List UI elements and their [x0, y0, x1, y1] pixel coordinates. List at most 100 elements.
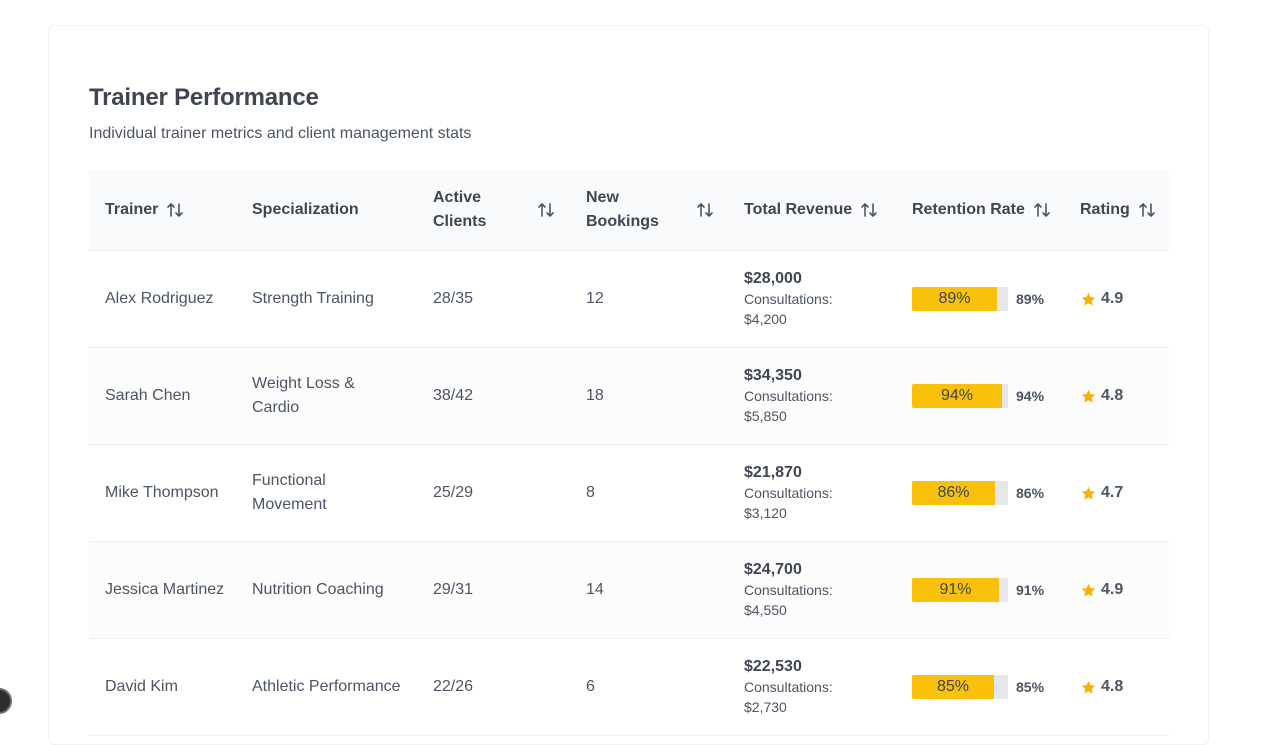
retention-percent: 89%: [1016, 291, 1045, 307]
active-clients: 22/26: [433, 678, 474, 695]
retention-rate: 94% 94%: [912, 348, 1072, 444]
trainer-performance-card: Trainer Performance Individual trainer m…: [48, 25, 1209, 745]
trainer-name: Mike Thompson: [105, 484, 219, 501]
consultations-amount: Consultations: $4,550: [744, 582, 833, 618]
rating: 4.8: [1080, 348, 1168, 444]
retention-progress-fill: [912, 675, 994, 699]
total-revenue: $34,350 Consultations: $5,850: [744, 348, 894, 444]
retention-percent: 86%: [1016, 485, 1045, 501]
column-header-rating[interactable]: Rating: [1080, 170, 1168, 250]
rating: 4.9: [1080, 251, 1168, 347]
retention-progress-bar: 94%: [912, 384, 1008, 408]
retention-progress-bar: 91%: [912, 578, 1008, 602]
table-row[interactable]: Alex Rodriguez Strength Training 28/35 1…: [89, 251, 1169, 348]
retention-bar-label: 85%: [936, 678, 970, 695]
rating: 4.7: [1080, 445, 1168, 541]
star-icon: [1080, 485, 1097, 502]
consultations-amount: Consultations: $3,120: [744, 485, 833, 521]
active-clients: 29/31: [433, 581, 474, 598]
retention-rate: 91% 91%: [912, 542, 1072, 638]
new-bookings: 8: [586, 484, 595, 501]
active-clients: 28/35: [433, 290, 474, 307]
new-bookings: 18: [586, 387, 604, 404]
retention-bar-label: 86%: [937, 484, 970, 501]
star-icon: [1080, 679, 1097, 696]
retention-rate: 89% 89%: [912, 251, 1072, 347]
avatar[interactable]: [0, 688, 12, 714]
retention-percent: 91%: [1016, 582, 1045, 598]
active-clients: 38/42: [433, 387, 474, 404]
retention-bar-label: 91%: [939, 581, 972, 598]
table-row[interactable]: David Kim Athletic Performance 22/26 6 $…: [89, 639, 1169, 736]
revenue-amount: $34,350: [744, 367, 802, 384]
new-bookings: 14: [586, 581, 604, 598]
star-icon: [1080, 582, 1097, 599]
new-bookings: 6: [586, 678, 595, 695]
retention-bar-label: 94%: [940, 387, 974, 404]
active-clients: 25/29: [433, 484, 474, 501]
rating-value: 4.8: [1101, 678, 1124, 695]
star-icon: [1080, 388, 1097, 405]
column-header-total-revenue[interactable]: Total Revenue: [744, 170, 894, 250]
revenue-amount: $22,530: [744, 658, 802, 675]
total-revenue: $21,870 Consultations: $3,120: [744, 445, 894, 541]
table-body: Alex Rodriguez Strength Training 28/35 1…: [89, 251, 1169, 736]
specialization: Strength Training: [252, 290, 374, 307]
retention-progress-bar: 89%: [912, 287, 1008, 311]
column-header-new-bookings[interactable]: New Bookings: [586, 170, 714, 250]
sort-arrows-icon[interactable]: [1138, 201, 1156, 219]
retention-percent: 94%: [1016, 388, 1045, 404]
retention-rate: 86% 86%: [912, 445, 1072, 541]
column-header-trainer[interactable]: Trainer: [105, 170, 235, 250]
rating: 4.9: [1080, 542, 1168, 638]
retention-rate: 85% 85%: [912, 639, 1072, 735]
total-revenue: $24,700 Consultations: $4,550: [744, 542, 894, 638]
sort-arrows-icon[interactable]: [166, 201, 184, 219]
retention-bar-label: 89%: [938, 290, 971, 307]
specialization: Weight Loss & Cardio: [252, 375, 355, 416]
consultations-amount: Consultations: $4,200: [744, 291, 833, 327]
retention-progress-fill: [912, 481, 995, 505]
revenue-amount: $28,000: [744, 270, 802, 287]
retention-progress-bar: 86%: [912, 481, 1008, 505]
consultations-amount: Consultations: $2,730: [744, 679, 833, 715]
table-row[interactable]: Jessica Martinez Nutrition Coaching 29/3…: [89, 542, 1169, 639]
revenue-amount: $24,700: [744, 561, 802, 578]
sort-arrows-icon[interactable]: [860, 201, 878, 219]
trainer-name: Sarah Chen: [105, 387, 191, 404]
table-row[interactable]: Mike Thompson Functional Movement 25/29 …: [89, 445, 1169, 542]
new-bookings: 12: [586, 290, 604, 307]
specialization: Nutrition Coaching: [252, 581, 384, 598]
rating-value: 4.9: [1101, 581, 1124, 598]
page-title: Trainer Performance: [89, 84, 319, 111]
rating-value: 4.7: [1101, 484, 1124, 501]
page-subtitle: Individual trainer metrics and client ma…: [89, 125, 472, 142]
retention-progress-fill: [912, 287, 997, 311]
trainer-name: Jessica Martinez: [105, 581, 225, 598]
specialization: Functional Movement: [252, 472, 327, 513]
table-row[interactable]: Sarah Chen Weight Loss & Cardio 38/42 18…: [89, 348, 1169, 445]
specialization: Athletic Performance: [252, 678, 401, 695]
rating-value: 4.9: [1101, 290, 1124, 307]
sort-arrows-icon[interactable]: [537, 201, 555, 219]
retention-progress-fill: [912, 384, 1002, 408]
trainer-name: Alex Rodriguez: [105, 290, 214, 307]
column-header-specialization: Specialization: [252, 201, 359, 218]
trainer-table: Trainer Specialization Active Clients Ne…: [89, 170, 1169, 736]
sort-arrows-icon[interactable]: [1033, 201, 1051, 219]
star-icon: [1080, 291, 1097, 308]
retention-progress-fill: [912, 578, 999, 602]
column-header-retention-rate[interactable]: Retention Rate: [912, 170, 1062, 250]
rating: 4.8: [1080, 639, 1168, 735]
table-header: Trainer Specialization Active Clients Ne…: [89, 170, 1169, 251]
total-revenue: $22,530 Consultations: $2,730: [744, 639, 894, 735]
retention-percent: 85%: [1016, 679, 1045, 695]
sort-arrows-icon[interactable]: [696, 201, 714, 219]
rating-value: 4.8: [1101, 387, 1124, 404]
total-revenue: $28,000 Consultations: $4,200: [744, 251, 894, 347]
column-header-active-clients[interactable]: Active Clients: [433, 170, 555, 250]
revenue-amount: $21,870: [744, 464, 802, 481]
consultations-amount: Consultations: $5,850: [744, 388, 833, 424]
retention-progress-bar: 85%: [912, 675, 1008, 699]
trainer-name: David Kim: [105, 678, 178, 695]
